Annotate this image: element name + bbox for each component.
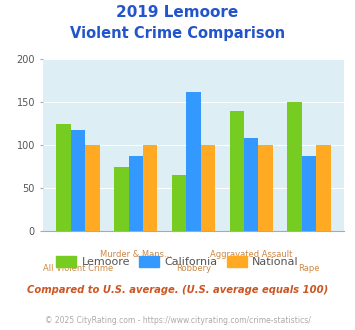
Bar: [258, 145, 273, 231]
Bar: [143, 145, 157, 231]
Bar: [244, 138, 258, 231]
Text: Violent Crime Comparison: Violent Crime Comparison: [70, 26, 285, 41]
Bar: [302, 156, 316, 231]
Text: Robbery: Robbery: [176, 264, 211, 273]
Text: Rape: Rape: [298, 264, 320, 273]
Bar: [56, 124, 71, 231]
Bar: [71, 130, 85, 231]
Legend: Lemoore, California, National: Lemoore, California, National: [52, 251, 303, 271]
Text: 2019 Lemoore: 2019 Lemoore: [116, 5, 239, 20]
Bar: [172, 175, 186, 231]
Bar: [201, 145, 215, 231]
Bar: [129, 156, 143, 231]
Text: All Violent Crime: All Violent Crime: [43, 264, 113, 273]
Text: Aggravated Assault: Aggravated Assault: [210, 250, 293, 259]
Bar: [114, 167, 129, 231]
Text: Murder & Mans...: Murder & Mans...: [100, 250, 172, 259]
Bar: [85, 145, 100, 231]
Bar: [287, 102, 302, 231]
Text: Compared to U.S. average. (U.S. average equals 100): Compared to U.S. average. (U.S. average …: [27, 285, 328, 295]
Bar: [186, 92, 201, 231]
Text: © 2025 CityRating.com - https://www.cityrating.com/crime-statistics/: © 2025 CityRating.com - https://www.city…: [45, 316, 310, 325]
Bar: [316, 145, 331, 231]
Bar: [230, 111, 244, 231]
